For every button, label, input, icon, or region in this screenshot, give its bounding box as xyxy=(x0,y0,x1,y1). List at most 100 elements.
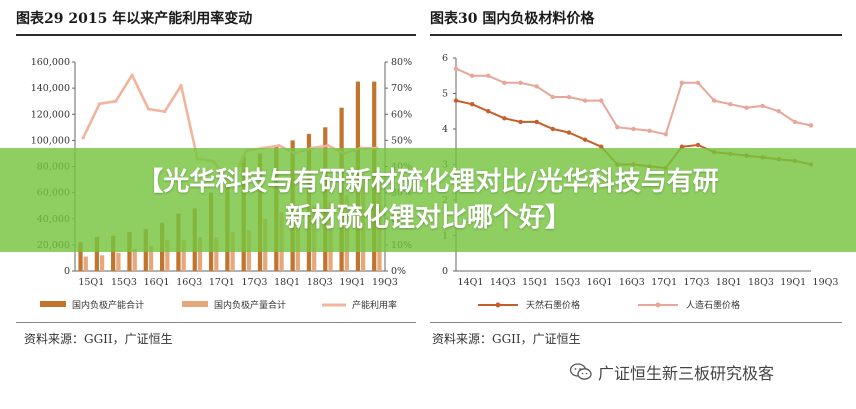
chart1-util-point xyxy=(179,83,183,88)
chart1-y-left-tick: 100,000 xyxy=(31,135,70,146)
chart1-y-left-tick: 140,000 xyxy=(31,83,70,94)
chart1-util-point xyxy=(277,144,281,148)
watermark-text: 广证恒生新三板研究极客 xyxy=(598,364,775,383)
chart2-point-artificial xyxy=(647,128,652,133)
chart2-y-tick: 6 xyxy=(442,53,448,64)
chart2-x-tick: 17Q1 xyxy=(651,277,677,288)
chart1-bar-capacity xyxy=(78,242,83,271)
watermark: 广证恒生新三板研究极客 xyxy=(570,360,774,384)
chart2-x-tick: 15Q3 xyxy=(554,277,580,288)
chart2-x-tick: 14Q1 xyxy=(458,277,484,288)
banner-line-1: 【光华科技与有研新材硫化锂对比/光华科技与有研 xyxy=(137,167,719,197)
chart2-x-tick: 18Q3 xyxy=(748,277,774,288)
chart2-bottom-rule xyxy=(430,322,842,323)
chart2-x-tick: 18Q1 xyxy=(716,277,742,288)
chart1-legend-capacity: 国内负极产能合计 xyxy=(72,299,144,311)
chart2-x-tick: 14Q3 xyxy=(490,277,516,288)
chart1-util-point xyxy=(97,102,102,106)
chart1-bar-capacity xyxy=(111,235,116,271)
chart2-legend-artificial: 人造石墨价格 xyxy=(686,299,740,311)
chart2-point-natural xyxy=(582,137,588,142)
chart2-point-artificial xyxy=(728,101,733,107)
chart1-legend-swatch-capacity xyxy=(40,301,66,307)
chart2-source: 资料来源：GGII，广证恒生 xyxy=(432,332,581,346)
chart2-point-natural xyxy=(502,116,507,121)
banner-text: 【光华科技与有研新材硫化锂对比/光华科技与有研 新材硫化锂对比哪个好】 xyxy=(28,164,828,236)
chart1-x-tick: 18Q1 xyxy=(274,277,300,288)
chart2-point-artificial xyxy=(502,80,507,86)
chart2-point-artificial xyxy=(711,98,717,103)
chart1-legend-output: 国内负极产量合计 xyxy=(214,299,286,311)
chart1-x-tick: 19Q3 xyxy=(372,277,398,288)
chart2-y-tick: 0 xyxy=(442,266,448,277)
chart2-point-artificial xyxy=(663,132,668,137)
chart2-point-artificial xyxy=(744,105,749,110)
chart2-point-natural xyxy=(599,144,604,149)
chart1-bar-capacity xyxy=(94,237,99,271)
chart2-y-tick: 5 xyxy=(442,89,448,100)
chart2-point-artificial xyxy=(582,98,588,103)
chart2-point-artificial xyxy=(599,98,604,103)
chart2-point-artificial xyxy=(760,103,765,109)
chart2-legend-marker-artificial xyxy=(655,302,661,308)
chart2-point-artificial xyxy=(518,80,523,86)
chart2-x-tick: 17Q3 xyxy=(683,277,709,288)
chart1-bar-output xyxy=(116,252,121,271)
chart1-y-left-tick: 160,000 xyxy=(31,57,70,68)
chart1-util-point xyxy=(146,107,151,111)
chart2-point-natural xyxy=(550,126,556,132)
chart2-legend-marker-natural xyxy=(495,302,501,308)
chart1-bottom-rule xyxy=(16,322,416,323)
chart2-point-artificial xyxy=(486,73,491,78)
chart2-point-artificial xyxy=(695,80,701,86)
chart1-y-right-tick: 60% xyxy=(391,109,412,120)
chart1-x-tick: 19Q1 xyxy=(339,277,365,288)
chart1-x-tick: 18Q3 xyxy=(307,277,333,288)
chart2-point-natural xyxy=(469,101,475,107)
chart1-bar-output xyxy=(99,255,105,271)
chart1-legend-util: 产能利用率 xyxy=(352,299,397,311)
chart1-x-tick: 16Q3 xyxy=(176,277,202,288)
chart2-point-artificial xyxy=(631,126,636,132)
chart2-point-natural xyxy=(534,119,539,125)
chart1-util-point xyxy=(114,99,118,103)
chart1-title: 图表29 2015 年以来产能利用率变动 xyxy=(16,11,253,27)
chart1-top-rule xyxy=(16,34,416,36)
chart2-point-natural xyxy=(695,142,701,148)
chart2-point-natural xyxy=(486,109,491,114)
chart1-bar-output xyxy=(132,248,137,271)
chart1-y-left-tick: 120,000 xyxy=(31,109,70,120)
chart1-bar-output xyxy=(181,239,186,271)
chart2-y-tick: 4 xyxy=(442,124,448,135)
chart2-point-natural xyxy=(518,119,523,125)
chart1-util-point xyxy=(326,144,330,148)
chart1-y-right-tick: 80% xyxy=(391,57,412,68)
chart1-y-right-tick: 0% xyxy=(391,266,406,277)
title-banner: 【光华科技与有研新材硫化锂对比/光华科技与有研 新材硫化锂对比哪个好】 xyxy=(0,148,856,252)
chart2-x-tick: 16Q1 xyxy=(587,277,613,288)
chart2-point-artificial xyxy=(776,109,781,114)
chart2-point-artificial xyxy=(566,94,572,100)
chart1-y-right-tick: 50% xyxy=(391,135,412,146)
chart1-bar-output xyxy=(214,237,219,271)
chart1-bar-output xyxy=(197,237,203,271)
chart2-line-artificial xyxy=(455,67,812,136)
chart2-point-artificial xyxy=(808,123,814,128)
chart2-x-tick: 19Q1 xyxy=(780,277,806,288)
chart2-legend-natural: 天然石墨价格 xyxy=(526,299,580,311)
chart2-point-natural xyxy=(566,130,572,135)
chart1-bar-output xyxy=(165,239,170,271)
chart1-y-left-tick: 0 xyxy=(64,266,70,277)
chart2-title: 图表30 国内负极材料价格 xyxy=(430,11,595,27)
chart1-x-tick: 15Q1 xyxy=(78,277,104,288)
chart2-point-natural xyxy=(453,98,459,103)
chart1-x-tick: 15Q3 xyxy=(111,277,137,288)
chart1-y-right-tick: 70% xyxy=(391,83,412,94)
chart1-util-point xyxy=(130,73,134,77)
chart1-legend-swatch-output xyxy=(182,301,208,307)
chart2-point-artificial xyxy=(615,125,620,130)
chart1-source: 资料来源：GGII，广证恒生 xyxy=(24,332,173,346)
chart1-x-tick: 17Q1 xyxy=(209,277,235,288)
chart2-point-artificial xyxy=(469,73,475,78)
banner-line-2: 新材硫化锂对比哪个好】 xyxy=(284,203,571,233)
